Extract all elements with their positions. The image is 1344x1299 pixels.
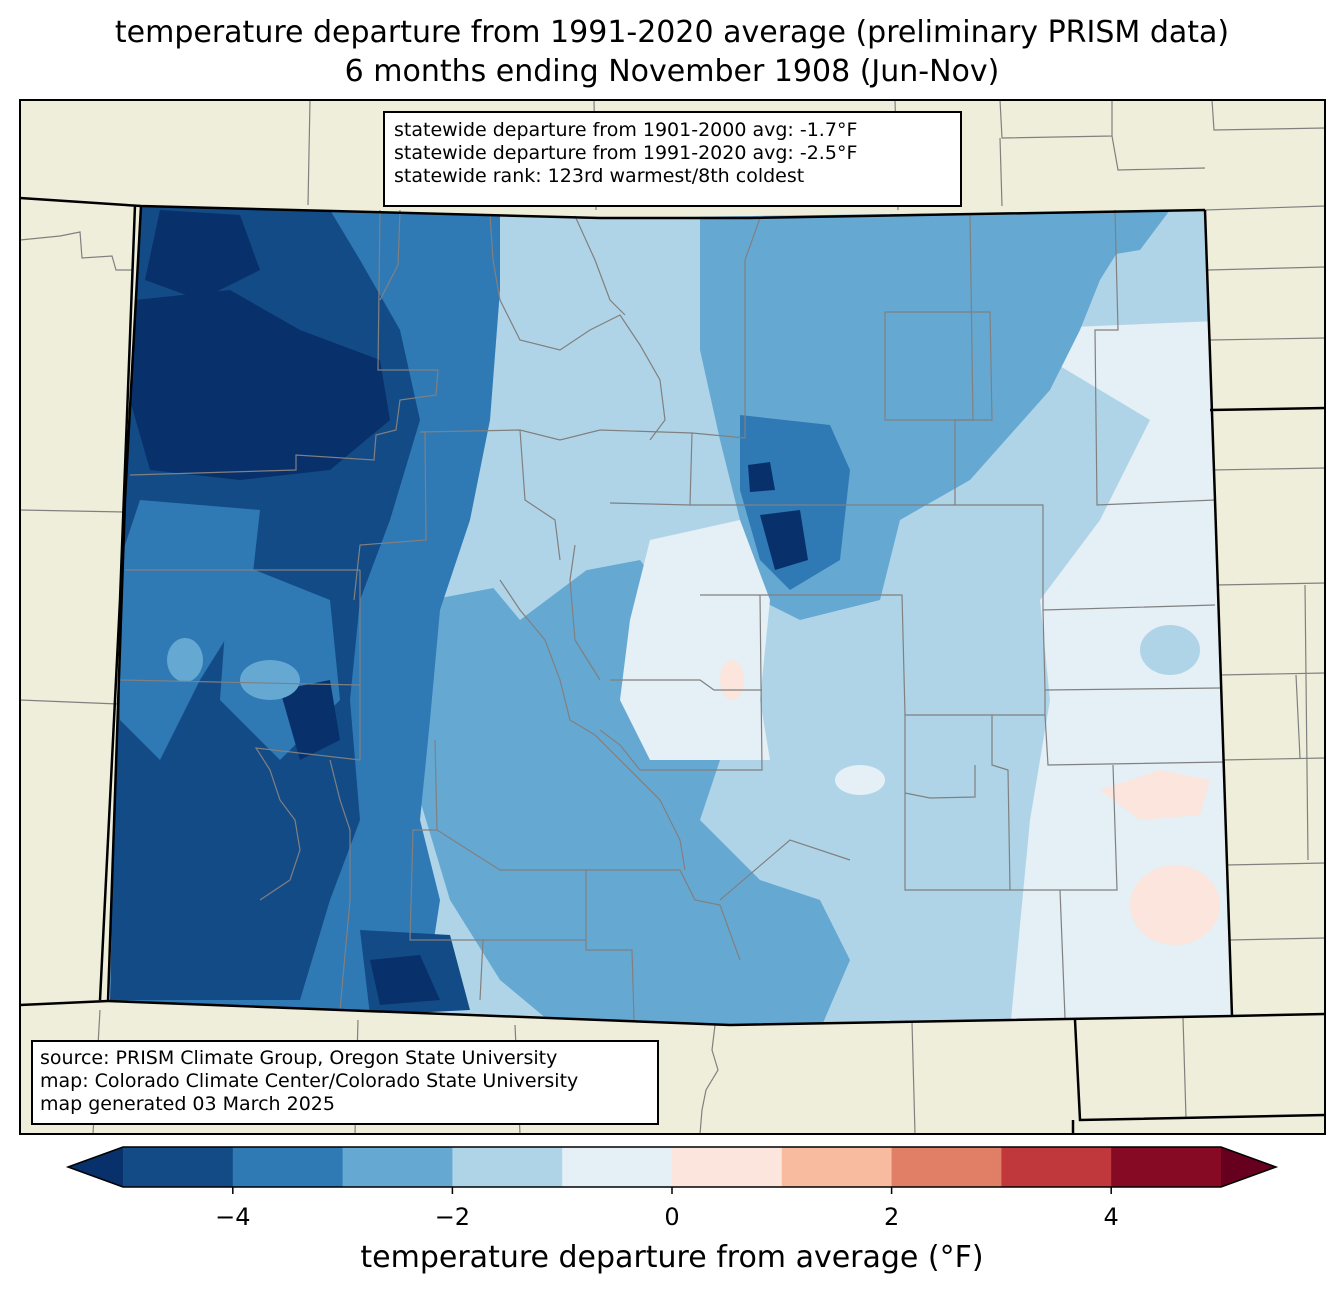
- colorbar-tick-label: 4: [1103, 1203, 1119, 1231]
- colorbar-outline: [65, 1146, 1279, 1188]
- colorbar-bin: [342, 1147, 453, 1187]
- colorbar-bin: [1111, 1147, 1222, 1187]
- colorado-county-lines: [119, 209, 1226, 1021]
- map-subtitle: 6 months ending November 1908 (Jun-Nov): [344, 54, 1000, 89]
- colorbar-bin: [562, 1147, 673, 1187]
- map-frame: [19, 99, 1326, 1135]
- colorbar-label: temperature departure from average (°F): [360, 1240, 984, 1275]
- stats-departure-1901-2000: statewide departure from 1901-2000 avg: …: [394, 119, 858, 141]
- generated-date-line: map generated 03 March 2025: [40, 1093, 335, 1115]
- state-boundaries: [19, 196, 1326, 1134]
- colorbar-tick-label: 0: [664, 1203, 680, 1231]
- colorbar-bin: [123, 1147, 234, 1187]
- colorbar-bin: [672, 1147, 783, 1187]
- stats-departure-1991-2020: statewide departure from 1991-2020 avg: …: [394, 142, 858, 164]
- colorbar-tick-label: 2: [883, 1203, 900, 1231]
- colorbar-bin: [1001, 1147, 1112, 1187]
- source-line: source: PRISM Climate Group, Oregon Stat…: [40, 1047, 558, 1069]
- source-box: source: PRISM Climate Group, Oregon Stat…: [31, 1040, 659, 1125]
- colorbar-bin: [891, 1147, 1002, 1187]
- colorbar-bin: [781, 1147, 893, 1187]
- map-title: temperature departure from 1991-2020 ave…: [114, 15, 1230, 50]
- map-credit-line: map: Colorado Climate Center/Colorado St…: [40, 1070, 579, 1092]
- stats-rank: statewide rank: 123rd warmest/8th coldes…: [394, 165, 805, 187]
- temperature-shading: [108, 206, 1232, 1025]
- colorbar-bin: [232, 1147, 344, 1187]
- colorbar-over-arrow: [1221, 1147, 1276, 1187]
- colorbar-bin: [452, 1147, 563, 1187]
- colorbar-tick-label: −4: [215, 1203, 251, 1231]
- colorbar-under-arrow: [68, 1147, 123, 1187]
- colorbar-tick-label: −2: [434, 1203, 471, 1231]
- statewide-stats-box: statewide departure from 1901-2000 avg: …: [383, 111, 962, 207]
